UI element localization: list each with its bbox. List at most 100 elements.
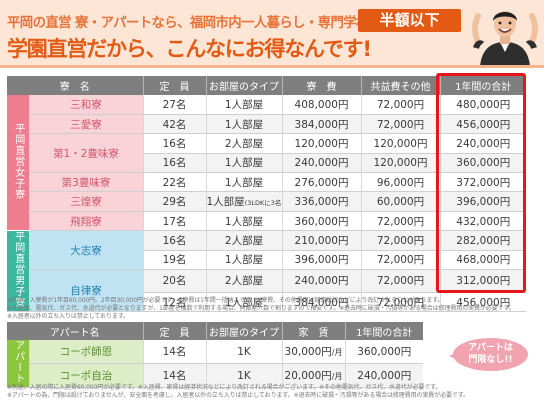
- capacity-cell: 27名: [143, 95, 207, 115]
- room-type-cell: 2人部屋: [206, 230, 283, 251]
- common-cell: 60,000円: [361, 191, 441, 212]
- col-header-room-type: お部屋のタイプ: [206, 76, 283, 95]
- table-row: 19名 1人部屋 396,000円 72,000円 468,000円: [7, 250, 526, 271]
- dorm-name: 三愛寮: [29, 114, 144, 135]
- rent-value: 20,000円: [284, 370, 332, 383]
- apartment-name: コーポ師恩: [29, 340, 144, 365]
- total-cell: 360,000円: [345, 340, 423, 365]
- col-header-apartment-name: アパート名: [7, 322, 144, 340]
- total-cell: 480,000円: [440, 95, 526, 115]
- total-cell: 360,000円: [440, 153, 526, 174]
- rent-cell: 30,000円/月: [282, 340, 346, 365]
- female-group-label: 平岡直営女子寮: [7, 95, 30, 232]
- fee-cell: 240,000円: [282, 153, 362, 174]
- col-header-capacity: 定 員: [143, 322, 207, 340]
- room-type-cell: 1人部屋: [206, 250, 283, 271]
- common-cell: 96,000円: [361, 172, 441, 193]
- fee-cell: 240,000円: [282, 269, 362, 293]
- rent-unit: /月: [331, 372, 343, 382]
- room-type-cell: 1K: [206, 363, 283, 388]
- room-type-cell: 1人部屋: [206, 153, 283, 174]
- total-cell: 432,000円: [440, 211, 526, 232]
- fee-cell: 408,000円: [282, 95, 362, 115]
- table-header-row: アパート名 定 員 お部屋のタイプ 家 賃 1年間の合計: [7, 322, 423, 340]
- fee-cell: 384,000円: [282, 292, 362, 313]
- note-line: ※別途、入寮費が1年目60,000円、2年目30,000円が必要です。※寮費は1…: [7, 297, 444, 304]
- no-curfew-bubble: アパートは 門限なし!!: [449, 338, 528, 371]
- total-cell: 456,000円: [440, 114, 526, 135]
- bubble-line-1: アパートは: [468, 343, 513, 353]
- room-type-label: 1人部屋: [206, 196, 245, 209]
- note-line: ※入居者以外の立ち入りは禁止しております。: [7, 313, 129, 320]
- common-cell: 120,000円: [361, 153, 441, 174]
- total-cell: 396,000円: [440, 191, 526, 212]
- table-row: 第3豊味寮 22名 1人部屋 276,000円 96,000円 372,000円: [7, 172, 526, 193]
- common-cell: 72,000円: [361, 250, 441, 271]
- note-line: ※別途、入居の際に入居費60,000円が必要です。※入居費、家賃は経済状況などに…: [7, 384, 442, 391]
- room-type-cell: 2人部屋: [206, 133, 283, 154]
- table-row: 三煌寮 29名 1人部屋(3LDKに3名) 336,000円 60,000円 3…: [7, 191, 526, 212]
- table-row: 平岡直営男子寮 大志寮 16名 2人部屋 210,000円 72,000円 28…: [7, 230, 526, 313]
- total-cell: 468,000円: [440, 250, 526, 271]
- rent-cell: 20,000円/月: [282, 363, 346, 388]
- room-type-cell: 2人部屋: [206, 269, 283, 293]
- capacity-cell: 14名: [143, 340, 207, 365]
- fee-cell: 276,000円: [282, 172, 362, 193]
- capacity-cell: 14名: [143, 363, 207, 388]
- capacity-cell: 16名: [143, 133, 207, 154]
- dorm-name: 第3豊味寮: [29, 172, 144, 193]
- capacity-cell: 17名: [143, 211, 207, 232]
- capacity-cell: 16名: [143, 153, 207, 174]
- capacity-cell: 12名: [143, 292, 207, 313]
- common-cell: 72,000円: [361, 269, 441, 293]
- common-cell: 72,000円: [361, 211, 441, 232]
- fee-cell: 120,000円: [282, 133, 362, 154]
- dorm-name: 三煌寮: [29, 191, 144, 212]
- note-line: ※その他、電気代、ガス代、水道代が必要となりますが、1部屋を複数で利用する場合、…: [7, 305, 515, 312]
- fee-cell: 336,000円: [282, 191, 362, 212]
- fee-cell: 396,000円: [282, 250, 362, 271]
- capacity-cell: 22名: [143, 172, 207, 193]
- header-subtitle: 平岡の直営 寮・アパートなら、福岡市内一人暮らし・専門学校の: [7, 16, 382, 31]
- table-row: 平岡直営女子寮 三和寮 27名 1人部屋 408,000円 72,000円 48…: [7, 95, 526, 232]
- total-cell: 240,000円: [440, 133, 526, 154]
- table-row: コーポ自治 14名 1K 20,000円/月 240,000円: [7, 363, 423, 388]
- dorm-name: 大志寮: [29, 230, 144, 271]
- person-illustration: [466, 2, 544, 66]
- col-header-total: 1年間の合計: [345, 322, 423, 340]
- room-type-cell: 1人部屋(3LDKに3名): [206, 191, 283, 212]
- fee-cell: 210,000円: [282, 230, 362, 251]
- fee-cell: 384,000円: [282, 114, 362, 135]
- capacity-cell: 19名: [143, 250, 207, 271]
- common-cell: 72,000円: [361, 292, 441, 313]
- col-header-capacity: 定 員: [143, 76, 207, 95]
- total-cell: 312,000円: [440, 269, 526, 293]
- header-banner: 平岡の直営 寮・アパートなら、福岡市内一人暮らし・専門学校の 学園直営だから、こ…: [0, 0, 544, 68]
- capacity-cell: 16名: [143, 230, 207, 251]
- capacity-cell: 29名: [143, 191, 207, 212]
- capacity-cell: 20名: [143, 269, 207, 293]
- table-row: アパート コーポ師恩 14名 1K 30,000円/月 360,000円: [7, 340, 423, 388]
- common-cell: 72,000円: [361, 114, 441, 135]
- common-cell: 72,000円: [361, 230, 441, 251]
- fee-cell: 360,000円: [282, 211, 362, 232]
- total-cell: 372,000円: [440, 172, 526, 193]
- table-row: 自律寮 20名 2人部屋 240,000円 72,000円 312,000円: [7, 269, 526, 313]
- bubble-line-2: 門限なし!!: [468, 355, 513, 365]
- table-row: 16名 1人部屋 240,000円 120,000円 360,000円: [7, 153, 526, 174]
- dorm-name: 三和寮: [29, 95, 144, 115]
- room-type-note: (3LDKに3名): [244, 199, 282, 208]
- room-type-cell: 1K: [206, 340, 283, 365]
- dorm-name: 第1・2豊味寮: [29, 133, 144, 174]
- table-row: 第1・2豊味寮 16名 2人部屋 120,000円 120,000円 240,0…: [7, 133, 526, 174]
- col-header-total: 1年間の合計: [440, 76, 526, 95]
- male-group-label: 平岡直営男子寮: [7, 230, 30, 313]
- col-header-name: 寮 名: [7, 76, 144, 95]
- header-title: 学園直営だから、こんなにお得なんです!: [7, 37, 372, 61]
- apartment-group-label: アパート: [7, 340, 30, 388]
- table-row: 12名 1人部屋 384,000円 72,000円 456,000円: [7, 292, 526, 313]
- col-header-room-type: お部屋のタイプ: [206, 322, 283, 340]
- total-cell: 456,000円: [440, 292, 526, 313]
- table-row: 飛翔寮 17名 1人部屋 360,000円 72,000円 432,000円: [7, 211, 526, 232]
